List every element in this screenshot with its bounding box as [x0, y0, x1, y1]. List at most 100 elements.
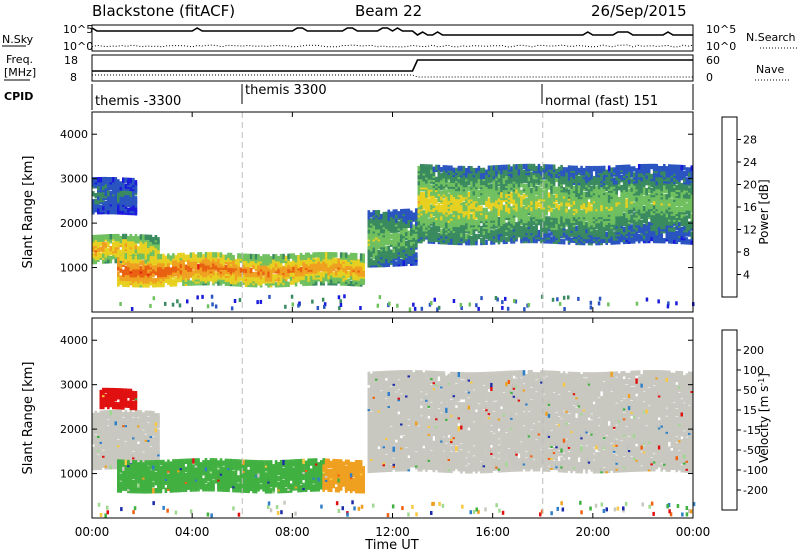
range-gate-cell	[632, 166, 636, 172]
range-gate-cell	[502, 190, 506, 197]
range-gate-cell	[515, 184, 518, 190]
range-gate-cell	[352, 252, 355, 259]
range-gate-cell	[592, 175, 596, 182]
range-gate-cell	[557, 204, 561, 211]
range-gate-cell	[317, 260, 320, 266]
range-gate-cell	[502, 210, 506, 217]
range-gate-cell	[407, 250, 411, 256]
range-gate-cell	[497, 173, 501, 179]
range-gate-cell	[520, 167, 523, 174]
range-gate-cell	[505, 164, 508, 170]
range-gate-cell	[655, 225, 658, 232]
range-gate-cell	[132, 254, 135, 260]
range-gate-cell	[492, 169, 496, 175]
range-gate-cell	[535, 213, 538, 220]
range-gate-cell	[122, 269, 125, 275]
range-gate-cell	[432, 224, 436, 230]
range-gate-cell	[457, 229, 461, 236]
range-gate-cell	[552, 164, 556, 170]
range-gate-cell	[427, 190, 431, 196]
range-gate-cell	[550, 164, 553, 170]
range-gate-cell	[287, 253, 290, 259]
range-gate-cell	[117, 271, 120, 277]
range-gate-cell	[222, 278, 225, 284]
range-gate-cell	[570, 213, 573, 219]
range-gate-cell	[274, 282, 278, 288]
range-gate-cell	[127, 201, 130, 208]
range-gate-cell	[467, 166, 471, 172]
range-gate-cell	[495, 219, 498, 225]
range-gate-cell	[647, 225, 651, 232]
range-gate-cell	[214, 252, 218, 258]
range-gate-cell	[144, 282, 148, 288]
range-gate-cell	[184, 276, 188, 282]
range-gate-cell	[172, 271, 175, 277]
range-gate-cell	[462, 229, 466, 236]
range-gate-cell	[319, 272, 323, 278]
range-gate-cell	[187, 254, 190, 260]
range-gate-cell	[92, 199, 95, 205]
range-gate-cell	[467, 186, 471, 192]
range-gate-cell	[492, 213, 496, 219]
range-gate-cell	[447, 235, 451, 241]
range-gate-cell	[314, 266, 318, 272]
range-gate-cell	[99, 205, 103, 211]
range-gate-cell	[475, 211, 478, 218]
range-gate-cell	[497, 217, 501, 223]
range-gate-cell	[477, 217, 481, 224]
range-gate-cell	[377, 250, 381, 256]
range-gate-cell	[482, 233, 486, 240]
range-gate-cell	[405, 230, 408, 237]
range-gate-cell	[407, 234, 411, 240]
range-gate-cell	[545, 202, 548, 208]
range-gate-cell	[244, 271, 248, 277]
range-gate-cell	[552, 170, 556, 176]
range-gate-cell	[570, 165, 573, 171]
range-gate-cell	[114, 233, 118, 240]
range-gate-cell	[134, 244, 138, 250]
range-gate-cell	[485, 207, 488, 213]
range-gate-cell	[440, 229, 443, 235]
range-gate-cell	[132, 242, 135, 248]
range-gate-cell	[324, 252, 328, 258]
range-gate-cell	[652, 203, 656, 210]
range-gate-cell	[582, 231, 586, 238]
range-gate-cell	[632, 172, 636, 178]
range-gate-cell	[157, 237, 160, 243]
range-gate-cell	[415, 208, 418, 214]
range-gate-cell	[575, 219, 578, 226]
range-gate-cell	[610, 167, 613, 173]
range-gate-cell	[542, 190, 546, 196]
range-gate-cell	[507, 184, 511, 190]
range-gate-cell	[457, 197, 461, 204]
range-gate-cell	[562, 215, 566, 221]
range-gate-cell	[264, 254, 268, 260]
range-gate-cell	[557, 210, 561, 217]
range-gate-cell	[520, 171, 523, 178]
range-gate-cell	[492, 179, 496, 185]
range-gate-cell	[207, 252, 210, 258]
range-gate-cell	[427, 234, 431, 240]
range-gate-cell	[167, 261, 170, 267]
range-gate-cell	[199, 266, 203, 272]
range-gate-cell	[447, 193, 451, 199]
freq-trace	[92, 59, 693, 72]
range-gate-cell	[607, 229, 611, 235]
range-gate-cell	[647, 171, 651, 178]
range-gate-cell	[322, 260, 325, 266]
range-gate-cell	[570, 207, 573, 213]
range-gate-cell	[577, 227, 581, 234]
range-gate-cell	[117, 275, 120, 281]
range-gate-cell	[144, 278, 148, 284]
range-gate-cell	[645, 163, 648, 170]
range-gate-cell	[645, 209, 648, 216]
range-gate-cell	[610, 209, 613, 215]
range-gate-cell	[257, 260, 260, 266]
range-gate-cell	[262, 258, 265, 264]
range-gate-cell	[377, 224, 381, 230]
range-gate-cell	[139, 254, 143, 260]
range-gate-cell	[650, 163, 653, 170]
range-gate-cell	[284, 269, 288, 276]
range-gate-cell	[387, 209, 391, 215]
range-gate-cell	[655, 163, 658, 170]
